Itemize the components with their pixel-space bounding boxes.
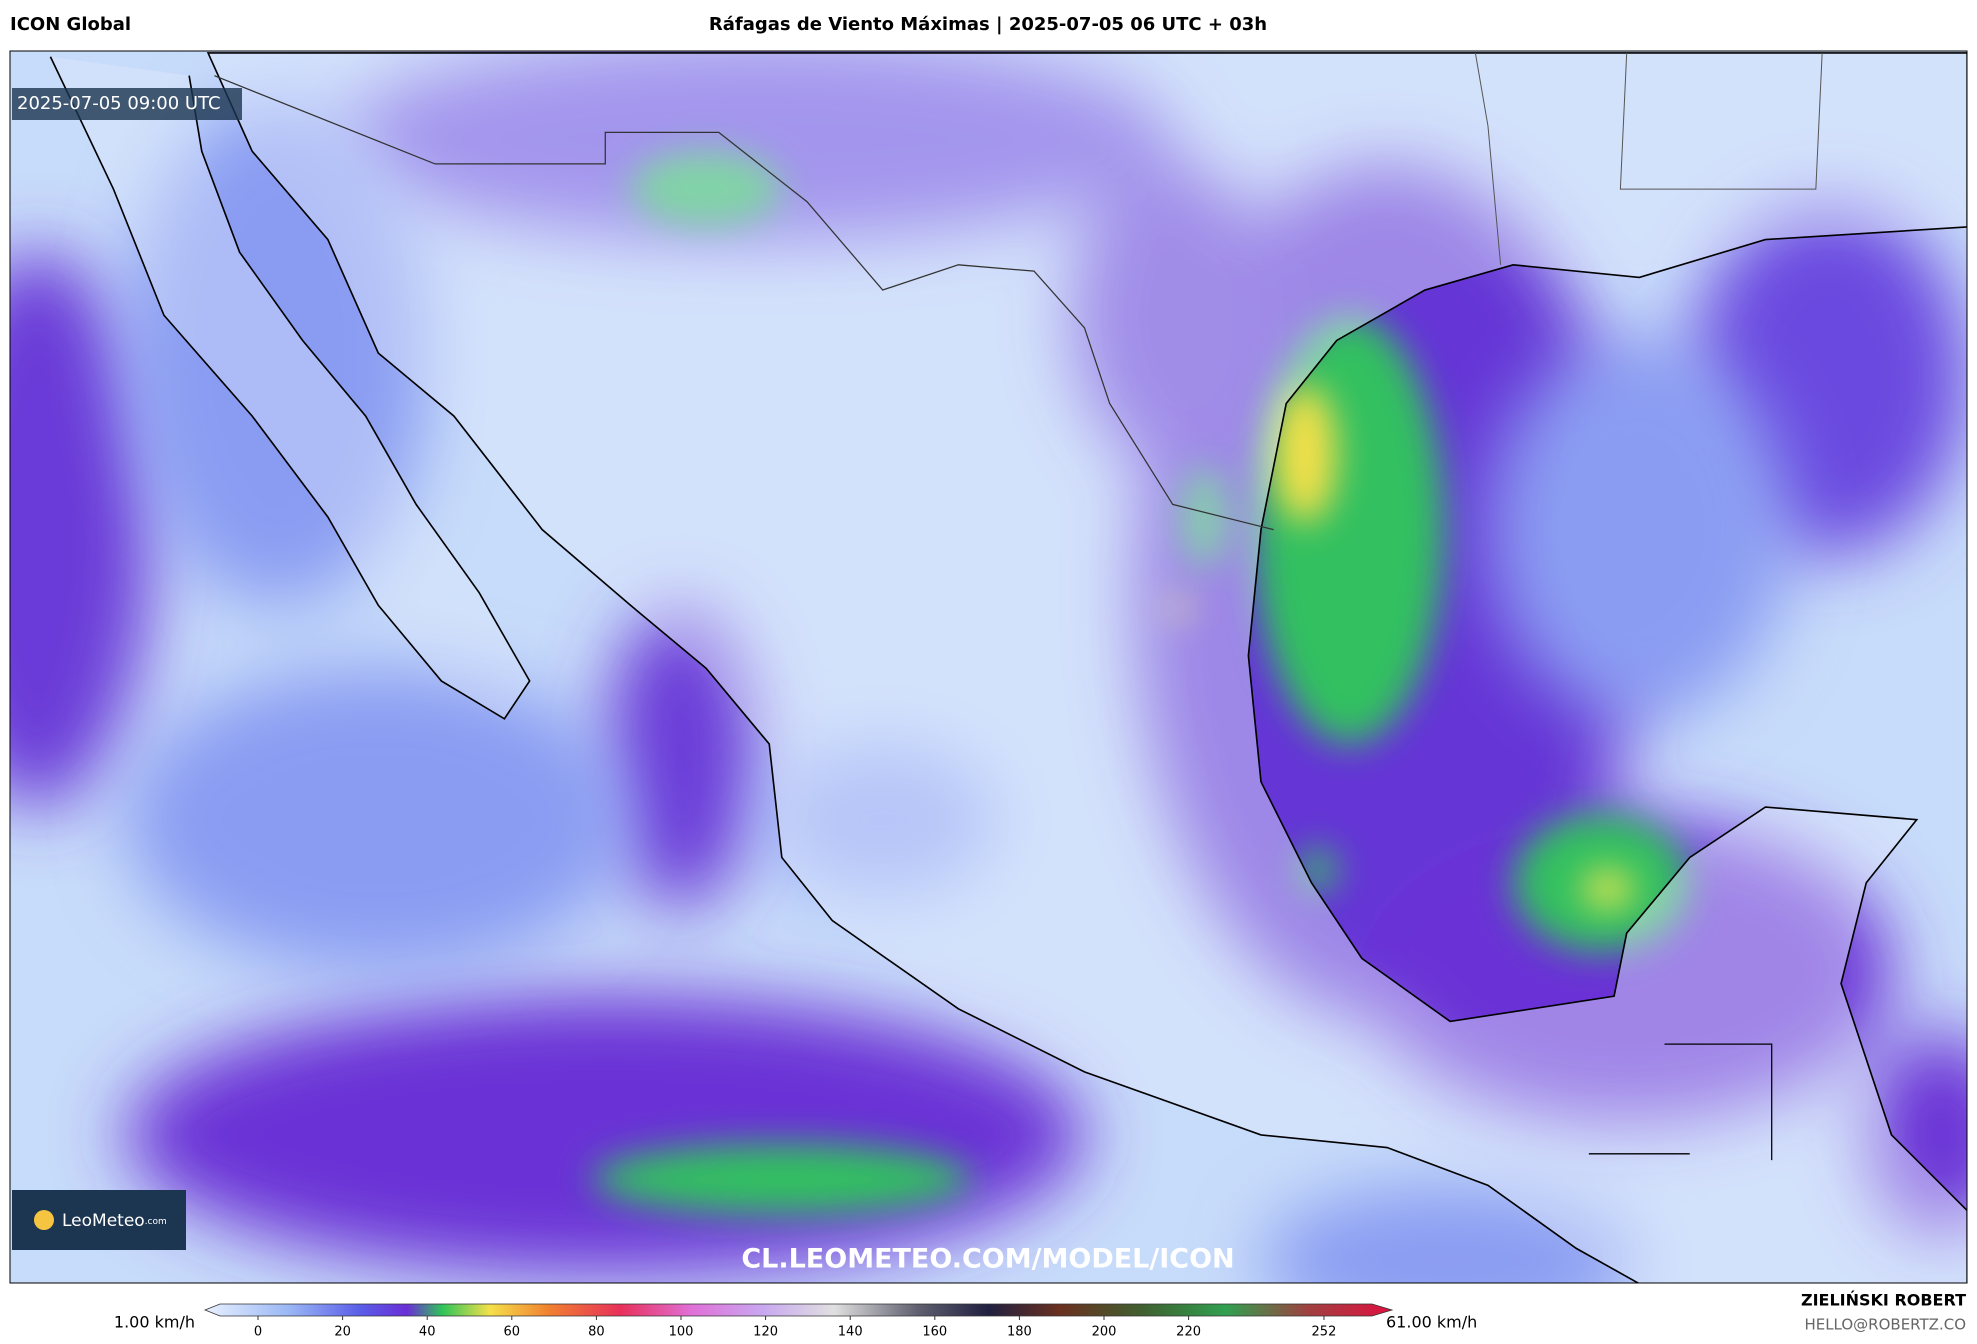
map-area bbox=[10, 51, 1967, 1283]
baja-coastline bbox=[49, 56, 531, 720]
colorbar-tick-label: 0 bbox=[254, 1325, 262, 1340]
border-line bbox=[214, 75, 1274, 531]
timestamp-box bbox=[12, 88, 242, 120]
colorbar-tick-label: 252 bbox=[1312, 1325, 1337, 1340]
wind-field bbox=[10, 51, 1967, 1283]
colorbar-tick-label: 80 bbox=[588, 1325, 605, 1340]
logo-text: LeoMeteo.com bbox=[62, 1211, 167, 1231]
colorbar-tick-label: 100 bbox=[669, 1325, 694, 1340]
colorbar-tick-label: 40 bbox=[419, 1325, 436, 1340]
author: ZIELIŃSKI ROBERT bbox=[1801, 1291, 1966, 1310]
wind-yellow bbox=[1166, 384, 1633, 908]
logo-sun bbox=[34, 1210, 54, 1230]
wind-blue bbox=[126, 100, 1791, 1283]
wind-purple bbox=[10, 51, 1967, 1274]
legend-max: 61.00 km/h bbox=[1386, 1313, 1477, 1332]
colorbar-ticks: 0 20 40 60 80 100 120 140 160 180 200 220 252 bbox=[254, 1316, 1337, 1340]
source-label: ICON Global bbox=[10, 14, 131, 35]
colorbar-tick-label: 120 bbox=[753, 1325, 778, 1340]
colorbar-tick-label: 160 bbox=[922, 1325, 947, 1340]
colorbar-tick-label: 60 bbox=[504, 1325, 521, 1340]
colorbar bbox=[203, 1303, 1394, 1317]
colorbar-tick-label: 200 bbox=[1092, 1325, 1117, 1340]
map-frame bbox=[9, 50, 1968, 1284]
mainland-coastline bbox=[206, 52, 1967, 1283]
colorbar-tick-label: 220 bbox=[1176, 1325, 1201, 1340]
legend-min: 1.00 km/h bbox=[114, 1313, 195, 1332]
colorbar-tick-label: 180 bbox=[1007, 1325, 1032, 1340]
timestamp: 2025-07-05 09:00 UTC bbox=[17, 93, 221, 114]
colorbar-tick-label: 20 bbox=[334, 1325, 351, 1340]
watermark: CL.LEOMETEO.COM/MODEL/ICON bbox=[741, 1244, 1234, 1275]
email: HELLO@ROBERTZ.CO bbox=[1804, 1316, 1966, 1334]
central-america-border bbox=[1588, 1043, 1773, 1161]
colorbar-tick-label: 140 bbox=[838, 1325, 863, 1340]
state-lines bbox=[1474, 52, 1823, 265]
map-title: Ráfagas de Viento Máximas | 2025-07-05 0… bbox=[709, 14, 1267, 35]
